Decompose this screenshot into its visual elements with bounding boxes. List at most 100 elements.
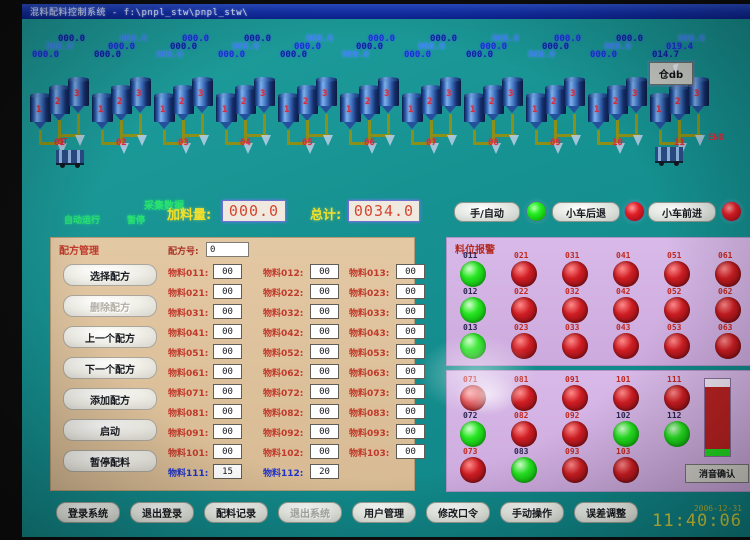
silo-vessel[interactable]: 1: [650, 93, 671, 129]
cart-control-button[interactable]: 小车前进: [648, 202, 716, 222]
material-value-input[interactable]: 00: [396, 304, 425, 319]
silo-cap: [483, 85, 504, 90]
material-value-input[interactable]: 00: [310, 304, 339, 319]
silo-vessel[interactable]: 3: [564, 77, 585, 113]
material-value-input[interactable]: 00: [213, 384, 242, 399]
material-value-input[interactable]: 00: [213, 264, 242, 279]
silo-vessel[interactable]: 2: [421, 85, 442, 121]
silo-vessel[interactable]: 2: [669, 85, 690, 121]
material-value-input[interactable]: 00: [213, 404, 242, 419]
material-value-input[interactable]: 00: [213, 364, 242, 379]
toolbar-button[interactable]: 手动操作: [500, 502, 564, 523]
material-value-input[interactable]: 00: [396, 444, 425, 459]
material-value-input[interactable]: 20: [310, 464, 339, 479]
silo-vessel[interactable]: 1: [340, 93, 361, 129]
material-value-input[interactable]: 00: [396, 424, 425, 439]
silo-vessel[interactable]: 1: [278, 93, 299, 129]
recipe-button[interactable]: 启动: [63, 419, 157, 441]
silo-group[interactable]: 1 2 3: [30, 60, 92, 154]
silo-vessel[interactable]: 3: [688, 77, 709, 113]
silo-vessel[interactable]: 1: [402, 93, 423, 129]
alarm-led: [460, 457, 486, 483]
silo-config-button[interactable]: 仓db: [649, 62, 693, 85]
material-value-input[interactable]: 00: [213, 424, 242, 439]
material-value-input[interactable]: 00: [310, 264, 339, 279]
material-value-input[interactable]: 00: [396, 324, 425, 339]
silo-vessel[interactable]: 1: [526, 93, 547, 129]
silo-vessel[interactable]: 2: [545, 85, 566, 121]
material-value-input[interactable]: 00: [213, 304, 242, 319]
silo-vessel[interactable]: 2: [173, 85, 194, 121]
silo-vessel[interactable]: 1: [588, 93, 609, 129]
silo-vessel[interactable]: 2: [111, 85, 132, 121]
recipe-no-input[interactable]: 0: [206, 242, 249, 257]
recipe-button[interactable]: 上一个配方: [63, 326, 157, 348]
silo-vessel[interactable]: 2: [235, 85, 256, 121]
silo-group[interactable]: 1 2 3: [588, 60, 650, 154]
material-value-input[interactable]: 00: [310, 284, 339, 299]
toolbar-button[interactable]: 登录系统: [56, 502, 120, 523]
recipe-button[interactable]: 添加配方: [63, 388, 157, 410]
silo-vessel[interactable]: 3: [440, 77, 461, 113]
silo-vessel[interactable]: 3: [502, 77, 523, 113]
toolbar-button[interactable]: 退出登录: [130, 502, 194, 523]
silo-vessel[interactable]: 3: [254, 77, 275, 113]
silo-vessel[interactable]: 3: [68, 77, 89, 113]
alarm-ack-button[interactable]: 消音确认: [685, 464, 749, 483]
material-value-input[interactable]: 00: [396, 384, 425, 399]
silo-vessel[interactable]: 3: [316, 77, 337, 113]
silo-group[interactable]: 1 2 3: [464, 60, 526, 154]
silo-vessel[interactable]: 1: [216, 93, 237, 129]
material-value-input[interactable]: 00: [310, 384, 339, 399]
silo-vessel[interactable]: 3: [378, 77, 399, 113]
silo-vessel[interactable]: 3: [626, 77, 647, 113]
silo-group[interactable]: 1 2 3: [92, 60, 154, 154]
material-value-input[interactable]: 00: [396, 344, 425, 359]
silo-vessel[interactable]: 2: [359, 85, 380, 121]
silo-vessel[interactable]: 2: [607, 85, 628, 121]
silo-vessel[interactable]: 3: [192, 77, 213, 113]
material-value-input[interactable]: 00: [310, 424, 339, 439]
silo-group[interactable]: 1 2 3: [340, 60, 402, 154]
silo-group[interactable]: 1 2 3: [216, 60, 278, 154]
material-value-input[interactable]: 00: [213, 444, 242, 459]
silo-vessel[interactable]: 1: [464, 93, 485, 129]
material-value-input[interactable]: 00: [310, 324, 339, 339]
silo-group[interactable]: 1 2 3: [154, 60, 216, 154]
recipe-button[interactable]: 下一个配方: [63, 357, 157, 379]
silo-number: 3: [260, 89, 266, 99]
silo-vessel[interactable]: 2: [483, 85, 504, 121]
material-value-input[interactable]: 00: [396, 364, 425, 379]
material-value-input[interactable]: 00: [310, 344, 339, 359]
material-value-input[interactable]: 00: [310, 444, 339, 459]
toolbar-button[interactable]: 修改口令: [426, 502, 490, 523]
alarm-led: [664, 333, 690, 359]
recipe-button[interactable]: 选择配方: [63, 264, 157, 286]
silo-vessel[interactable]: 1: [30, 93, 51, 129]
silo-group[interactable]: 1 2 3: [526, 60, 588, 154]
silo-vessel[interactable]: 2: [49, 85, 70, 121]
material-value-input[interactable]: 00: [310, 404, 339, 419]
toolbar-button[interactable]: 配料记录: [204, 502, 268, 523]
silo-vessel[interactable]: 2: [297, 85, 318, 121]
recipe-button[interactable]: 暂停配料: [63, 450, 157, 472]
material-value-input[interactable]: 00: [213, 324, 242, 339]
cart-control-button[interactable]: 手/自动: [454, 202, 520, 222]
silo-vessel[interactable]: 3: [130, 77, 151, 113]
silo-group[interactable]: 1 2 3: [278, 60, 340, 154]
toolbar-button[interactable]: 误差调整: [574, 502, 638, 523]
silo-discharge-chute: [323, 135, 333, 146]
material-value-input[interactable]: 00: [310, 364, 339, 379]
silo-vessel[interactable]: 1: [154, 93, 175, 129]
material-value-input[interactable]: 00: [213, 284, 242, 299]
material-value-input[interactable]: 00: [213, 344, 242, 359]
material-value-input[interactable]: 15: [213, 464, 242, 479]
silo-group[interactable]: 1 2 3: [402, 60, 464, 154]
silo-downpipe-2: [244, 122, 247, 144]
material-value-input[interactable]: 00: [396, 404, 425, 419]
material-value-input[interactable]: 00: [396, 284, 425, 299]
silo-vessel[interactable]: 1: [92, 93, 113, 129]
toolbar-button[interactable]: 用户管理: [352, 502, 416, 523]
cart-control-button[interactable]: 小车后退: [552, 202, 620, 222]
material-value-input[interactable]: 00: [396, 264, 425, 279]
